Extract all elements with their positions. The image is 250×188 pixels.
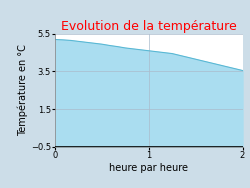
Title: Evolution de la température: Evolution de la température [61, 20, 236, 33]
Y-axis label: Température en °C: Température en °C [18, 44, 28, 136]
X-axis label: heure par heure: heure par heure [109, 163, 188, 173]
